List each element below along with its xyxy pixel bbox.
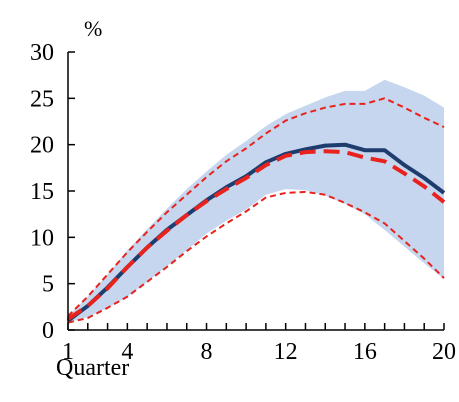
x-tick-label: 12 — [274, 339, 298, 365]
x-tick-label: 8 — [201, 339, 213, 365]
y-tick-label: 20 — [30, 133, 54, 159]
x-tick-label: 20 — [432, 339, 456, 365]
y-tick-label: 10 — [30, 225, 54, 251]
y-tick-label: 25 — [30, 86, 54, 112]
x-tick-label: 1 — [62, 339, 74, 365]
y-tick-label: 0 — [42, 318, 54, 344]
x-tick-label: 16 — [353, 339, 377, 365]
y-tick-label: 30 — [30, 40, 54, 66]
ticks: 0 5 10 15 20 25 30 1 4 8 12 16 20 — [30, 40, 456, 365]
series-line-dotted-dash — [67, 97, 445, 317]
confidence-band-area — [68, 79, 444, 323]
confidence-band — [68, 79, 444, 323]
unit-label: % — [84, 16, 102, 41]
series-line-dashed — [66, 149, 446, 321]
series-line-dotted-dash — [67, 190, 445, 324]
y-tick-label: 5 — [42, 272, 54, 298]
x-tick-label: 4 — [121, 339, 133, 365]
y-tick-label: 15 — [30, 179, 54, 205]
series-lines — [66, 97, 446, 324]
x-axis-label: Quarter — [56, 355, 129, 381]
